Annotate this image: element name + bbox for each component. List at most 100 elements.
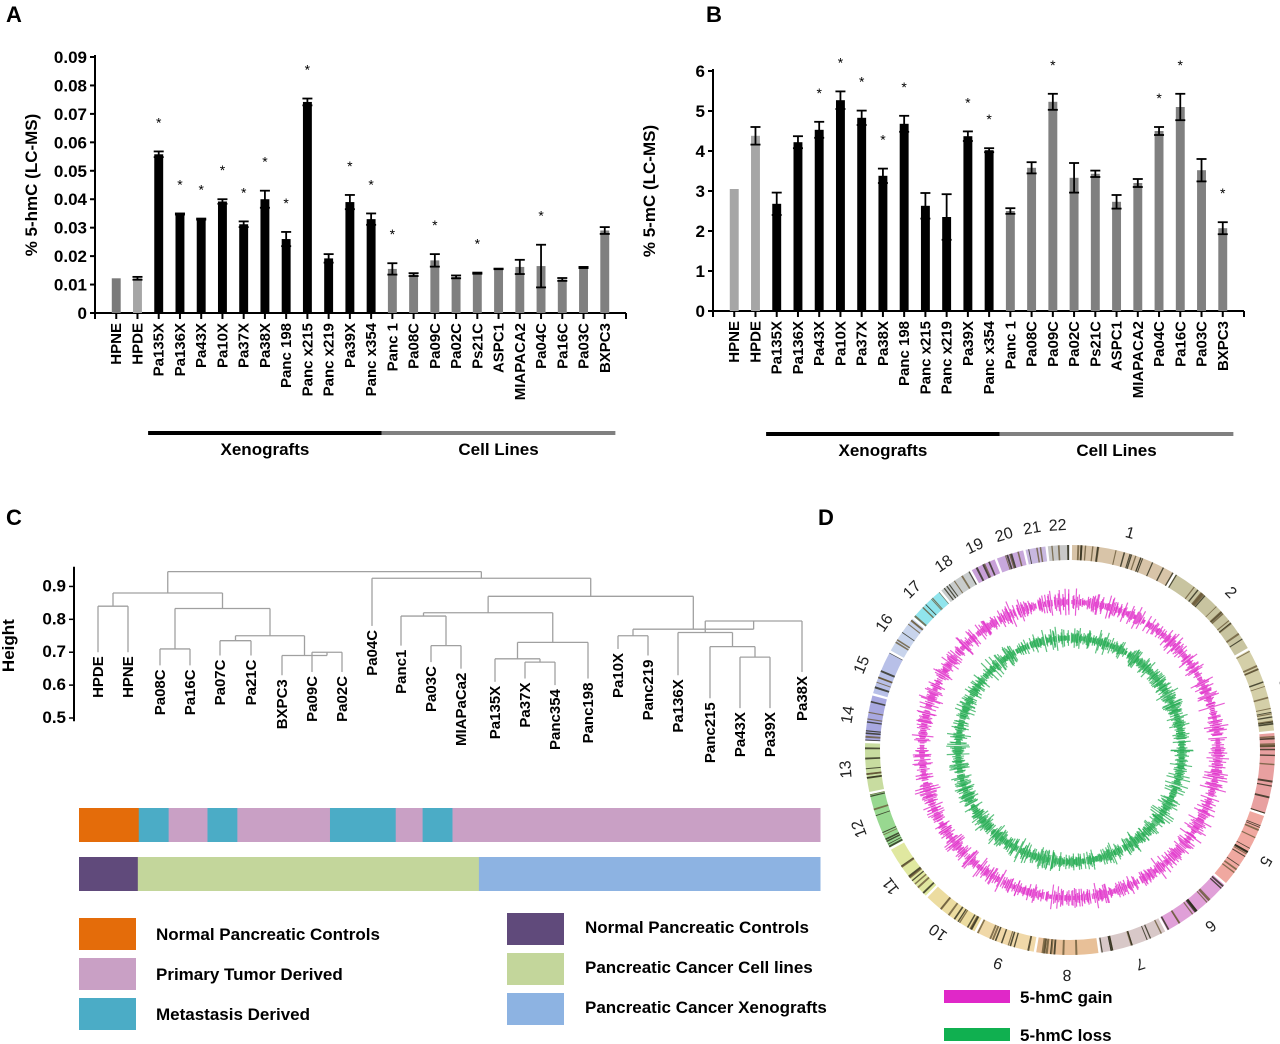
chromosome-band: [1126, 554, 1133, 569]
loss-track-mark: [1116, 844, 1124, 856]
gain-track-mark: [954, 646, 966, 657]
loss-track-mark: [1167, 708, 1183, 715]
bar: [324, 258, 334, 313]
gain-track-mark: [1021, 886, 1025, 894]
gain-track-mark: [1181, 653, 1188, 659]
gain-track-mark: [1113, 888, 1116, 894]
gain-track-mark: [1155, 628, 1159, 633]
gain-track-mark: [949, 649, 963, 661]
loss-track-mark: [1115, 641, 1125, 658]
chromosome-band: [865, 739, 881, 742]
chromosome-band: [1009, 553, 1015, 569]
gain-track-mark: [956, 649, 962, 655]
gain-track-mark: [927, 699, 934, 703]
gain-track-mark: [919, 705, 937, 712]
chromosome-band: [982, 563, 991, 579]
gain-track-mark: [929, 802, 935, 805]
chromosome-band: [1188, 589, 1199, 602]
chromosome-band: [1053, 939, 1057, 955]
group-label: Xenografts: [839, 441, 928, 460]
gain-track-mark: [1205, 800, 1212, 805]
loss-track-mark: [1168, 700, 1174, 704]
gain-track-mark: [919, 784, 935, 790]
y-tick-label: 1: [696, 262, 705, 281]
gain-track-mark: [980, 865, 988, 875]
loss-track-mark: [1003, 839, 1008, 845]
leaf-label: Panc198: [580, 683, 597, 744]
gain-track-mark: [1122, 607, 1128, 619]
loss-track-mark: [984, 658, 1003, 678]
gain-track-mark: [955, 651, 961, 656]
gain-track-mark: [1193, 807, 1215, 818]
gain-track-mark: [1183, 655, 1189, 661]
loss-track-mark: [1140, 661, 1156, 678]
loss-track-mark: [1010, 843, 1014, 848]
loss-track-mark: [1175, 719, 1181, 722]
gain-track-mark: [1130, 611, 1136, 621]
significance-marker: *: [262, 154, 268, 170]
loss-track-mark: [1161, 687, 1168, 692]
gain-track-mark: [1086, 596, 1090, 610]
loss-track-mark: [1158, 683, 1166, 690]
leaf-label: Panc354: [547, 688, 564, 750]
gain-track-mark: [1039, 892, 1042, 898]
loss-track-mark: [1177, 766, 1184, 770]
loss-track-mark: [971, 680, 986, 691]
loss-track-mark: [1094, 856, 1097, 862]
chromosome-band: [1259, 737, 1275, 741]
gain-track-mark: [1046, 600, 1049, 608]
gain-track-mark: [1198, 815, 1206, 820]
gain-track-mark: [972, 633, 978, 639]
chromosome-band: [1160, 916, 1170, 931]
loss-track-mark: [1166, 799, 1173, 803]
gain-track-mark: [951, 840, 963, 851]
x-tick-label: Pa43X: [193, 323, 210, 368]
gain-track-mark: [1210, 739, 1225, 742]
gain-track-mark: [1047, 893, 1050, 900]
gain-track-mark: [1174, 645, 1184, 655]
loss-track-mark: [1169, 710, 1182, 716]
bar: [899, 123, 909, 311]
gain-track-mark: [921, 772, 927, 775]
loss-track-mark: [1152, 674, 1158, 680]
gain-track-mark: [1030, 888, 1035, 899]
loss-track-mark: [1147, 669, 1154, 675]
gain-track-mark: [1126, 879, 1133, 892]
gain-track-mark: [1188, 814, 1212, 828]
gain-track-mark: [919, 773, 929, 776]
x-tick-label: Pa16C: [1172, 321, 1189, 367]
gain-track-mark: [920, 768, 926, 771]
loss-track-mark: [971, 806, 978, 811]
loss-track-mark: [1173, 712, 1179, 715]
loss-track-mark: [1041, 850, 1047, 867]
chromosome-band: [1255, 707, 1271, 712]
x-tick-label: Panc 1: [384, 323, 401, 371]
chromosome-band: [870, 792, 886, 797]
x-tick-label: Panc 198: [896, 321, 913, 386]
chromosome-band: [1259, 745, 1275, 748]
gain-track-mark: [967, 631, 979, 645]
chromosome-band: [889, 652, 903, 661]
gain-track-mark: [1134, 879, 1139, 885]
bar: [814, 129, 824, 311]
leaf-label: Panc1: [393, 650, 410, 694]
gain-track-mark: [1044, 891, 1048, 901]
chromosome-band: [866, 775, 882, 779]
gain-track-mark: [1040, 889, 1044, 902]
loss-track-mark: [1110, 849, 1115, 858]
loss-track-mark: [993, 829, 1007, 846]
gain-track-mark: [928, 695, 936, 699]
bar: [963, 136, 973, 311]
bar: [1005, 211, 1015, 311]
gain-track-mark: [924, 709, 930, 713]
gain-track-mark: [1029, 888, 1033, 897]
significance-marker: *: [1156, 90, 1162, 106]
loss-track-mark: [1126, 838, 1135, 851]
gain-track-mark: [1193, 672, 1203, 679]
loss-track-mark: [950, 735, 968, 740]
loss-track-mark: [1082, 633, 1085, 645]
gain-track-mark: [1201, 686, 1208, 691]
gain-track-mark: [1168, 847, 1183, 861]
gain-track-mark: [1170, 847, 1182, 859]
